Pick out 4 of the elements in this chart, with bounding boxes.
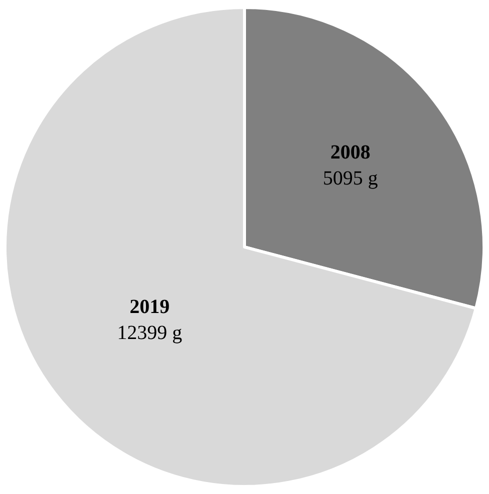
slice-label: 2008 bbox=[330, 142, 370, 164]
slice-label: 2019 bbox=[130, 296, 170, 318]
data-label: 5095 g bbox=[322, 168, 378, 190]
data-label: 12399 g bbox=[117, 322, 182, 344]
